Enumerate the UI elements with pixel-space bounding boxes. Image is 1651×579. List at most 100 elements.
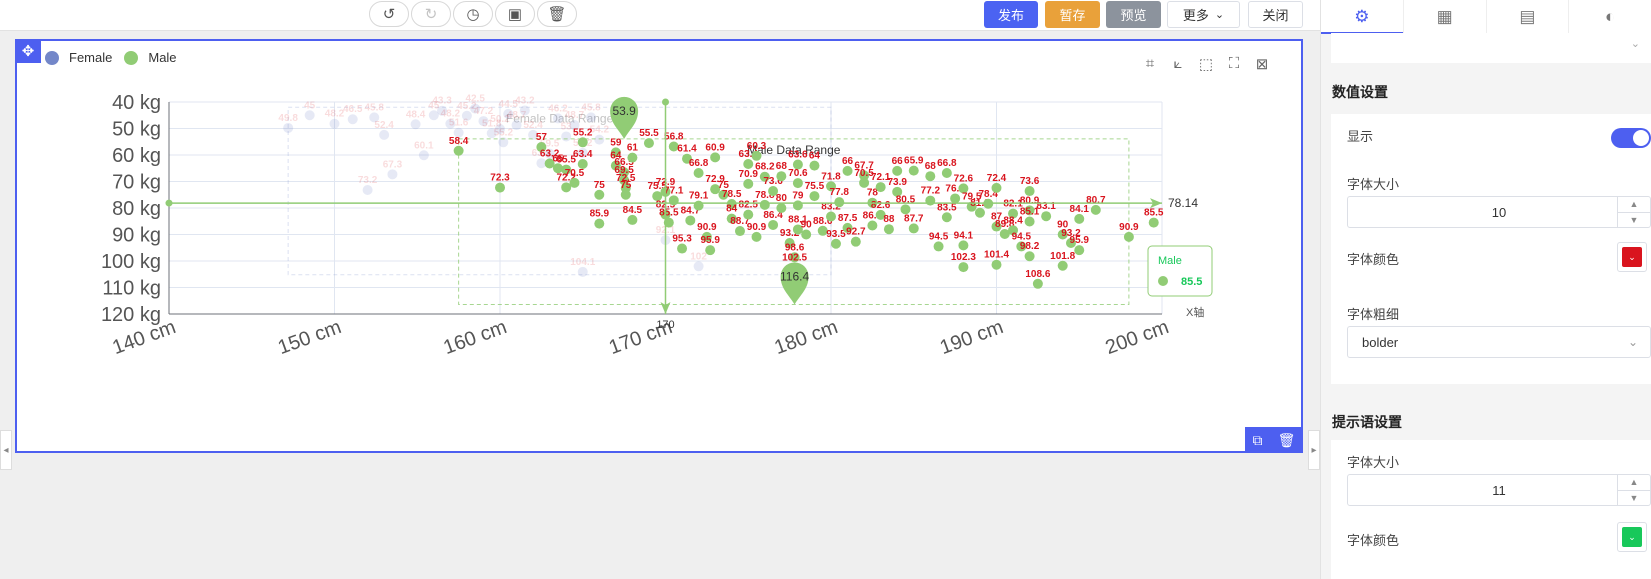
data-label: 94.5: [1012, 231, 1032, 242]
show-toggle[interactable]: [1611, 128, 1651, 148]
data-label: 82.6: [871, 200, 891, 211]
data-point: [842, 165, 853, 176]
data-label: 55.2: [494, 127, 514, 138]
data-point: [974, 207, 985, 218]
data-point: [418, 150, 429, 161]
decrement-icon[interactable]: ▼: [1629, 492, 1639, 503]
scatter-chart: 40 kg 50 kg 60 kg 70 kg 80 kg 90 kg 100 kg 110 …: [101, 92, 1213, 359]
data-label: 48.2: [441, 109, 461, 120]
tab-layout[interactable]: ▦: [1404, 0, 1487, 33]
data-point: [503, 108, 514, 119]
data-point: [784, 237, 795, 248]
data-label: 78.5: [722, 189, 742, 200]
chart-component[interactable]: 40 kg 50 kg 60 kg 70 kg 80 kg 90 kg 100 kg 110 …: [15, 39, 1303, 453]
data-point: [867, 220, 878, 231]
data-label: 101.8: [1050, 251, 1075, 262]
data-label: 83.2: [821, 201, 841, 212]
brush-rect-icon[interactable]: ⌗: [1145, 55, 1155, 72]
data-point: [610, 160, 621, 171]
decrement-icon[interactable]: ▼: [1629, 214, 1639, 225]
delete-button[interactable]: 🗑: [537, 1, 577, 27]
increment-icon[interactable]: ▲: [1618, 475, 1650, 491]
tab-settings[interactable]: ⚙: [1321, 0, 1404, 34]
right-collapse-tab[interactable]: ▸: [1308, 430, 1320, 470]
data-label: 45.8: [581, 102, 601, 113]
brush-clear-icon[interactable]: ⊠: [1255, 56, 1269, 73]
data-point: [726, 199, 737, 210]
close-button[interactable]: 关闭: [1248, 1, 1303, 28]
clear-button[interactable]: ▣: [495, 1, 535, 27]
data-label: 66.5: [614, 157, 634, 168]
redo-button[interactable]: ↻: [411, 1, 451, 27]
data-label: 44.5: [499, 99, 519, 110]
tab-data[interactable]: ▤: [1487, 0, 1570, 33]
data-label: 98.6: [785, 242, 805, 253]
data-point: [958, 262, 969, 273]
data-point: [682, 153, 693, 164]
left-collapse-tab[interactable]: ◂: [0, 430, 12, 470]
data-label: 72.6: [954, 173, 974, 184]
legend-item-male[interactable]: Male: [124, 50, 177, 65]
brush-polygon-icon[interactable]: ⟀: [1173, 55, 1183, 72]
data-label: 46.2: [548, 103, 568, 114]
data-label: 80.7: [1086, 195, 1106, 206]
data-label: 60.9: [705, 142, 725, 153]
data-label: 71.8: [821, 171, 841, 182]
grid-icon: ▦: [1436, 6, 1453, 26]
undo-button[interactable]: ↺: [369, 1, 409, 27]
font-size-stepper[interactable]: 10 ▲ ▼: [1347, 196, 1651, 228]
brush-line-x-icon[interactable]: ⬚: [1198, 56, 1214, 73]
more-dropdown[interactable]: 更多 ⌄: [1167, 1, 1240, 28]
preview-button[interactable]: 预览: [1106, 1, 1161, 28]
data-label: 83.5: [937, 202, 957, 213]
data-label: 61.4: [677, 144, 697, 155]
data-point: [941, 168, 952, 179]
data-label: 42.5: [465, 94, 485, 105]
data-point: [1148, 217, 1159, 228]
copy-icon[interactable]: ⧉: [1252, 431, 1263, 448]
data-label: 85.5: [659, 208, 679, 219]
font-color-picker[interactable]: ⌄: [1617, 242, 1647, 272]
trash-icon[interactable]: 🗑: [1277, 431, 1296, 448]
brush-keep-icon[interactable]: ⛶: [1228, 55, 1240, 72]
data-label: 66: [842, 156, 854, 167]
data-label: 87.7: [904, 213, 924, 224]
data-label: 73.9: [887, 177, 907, 188]
data-point: [768, 219, 779, 230]
tab-style[interactable]: ◐: [1569, 0, 1651, 33]
data-point: [817, 225, 828, 236]
data-point: [734, 226, 745, 237]
move-handle[interactable]: ✥: [15, 39, 41, 63]
mark-point-pin: [610, 96, 639, 139]
increment-icon[interactable]: ▲: [1618, 197, 1650, 213]
value-settings-card: 显示 字体大小 10 ▲ ▼ 字体颜色 ⌄ 字体粗细 bolder ⌄: [1331, 114, 1651, 384]
save-button[interactable]: 暂存: [1045, 1, 1100, 28]
data-point: [569, 120, 580, 131]
data-point: [991, 259, 1002, 270]
tooltip-font-size-stepper[interactable]: 11 ▲ ▼: [1347, 474, 1651, 506]
publish-button[interactable]: 发布: [984, 1, 1038, 28]
data-point: [743, 159, 754, 170]
data-label: 70.5: [565, 168, 585, 179]
data-point: [410, 119, 421, 130]
data-point: [329, 118, 340, 129]
data-point: [668, 141, 679, 152]
data-point: [1090, 204, 1101, 215]
data-point: [751, 150, 762, 161]
data-label: 104.1: [570, 257, 595, 268]
legend-item-female[interactable]: Female: [45, 50, 112, 65]
font-weight-select[interactable]: bolder ⌄: [1347, 326, 1651, 358]
history-button[interactable]: ◷: [453, 1, 493, 27]
data-point: [627, 152, 638, 163]
undo-icon: ↺: [382, 6, 396, 23]
legend-male-label: Male: [148, 50, 177, 65]
data-point: [1057, 260, 1068, 271]
data-label: 82.1: [1003, 199, 1023, 210]
data-point: [826, 211, 836, 222]
tooltip-font-size-value: 11: [1492, 482, 1506, 498]
x-axis-name: X轴: [1186, 305, 1204, 319]
data-label: 43.2: [515, 95, 535, 106]
data-point: [892, 165, 903, 176]
data-label: 93.5: [826, 229, 846, 240]
tooltip-font-color-picker[interactable]: ⌄: [1617, 522, 1647, 552]
